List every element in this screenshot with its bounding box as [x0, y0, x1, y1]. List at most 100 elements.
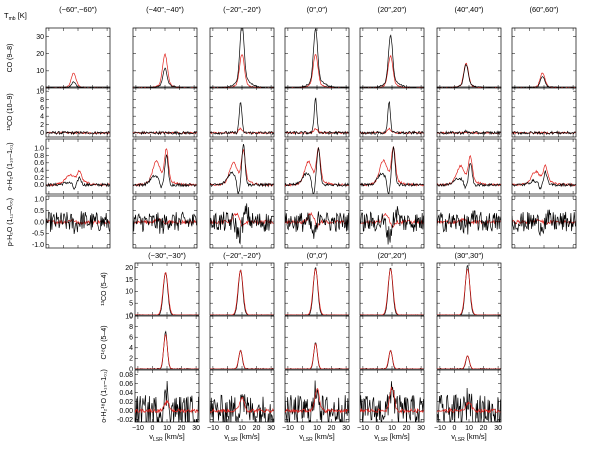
- series-red: [210, 269, 274, 315]
- series-black: [360, 100, 424, 136]
- panel-oh2o-6-frame: [511, 138, 577, 195]
- series-red: [135, 334, 199, 369]
- series-black: [285, 147, 349, 194]
- series-black: [285, 97, 349, 136]
- corner-label: Tmb [K]: [4, 11, 27, 22]
- series-black: [210, 143, 274, 194]
- series-black: [210, 203, 274, 245]
- series-red: [210, 396, 274, 414]
- x-tick-label: 20: [253, 425, 261, 432]
- series-red: [360, 386, 424, 414]
- column-title: (−40″,−40″): [146, 5, 184, 14]
- panel-ph2o-2: [209, 195, 275, 249]
- series-black: [285, 380, 349, 422]
- panel-co98-4-frame: [359, 27, 425, 89]
- x-tick-label: 0: [301, 425, 305, 432]
- panel-oh218o-3: [359, 369, 425, 423]
- panel-grid: (−60″,−60″) (−40″,−40″) (−20″,−20″) (0″,0″)…: [7, 5, 577, 443]
- series-black: [285, 211, 349, 239]
- panel-c18o54-0: 0 2 4 6 8 10: [125, 313, 200, 373]
- column-title: (20″,20″): [377, 251, 407, 260]
- y-tick-label: -1.0: [32, 242, 44, 249]
- x-tick-label: 0: [453, 425, 457, 432]
- panel-13co54-1-frame: [209, 262, 275, 316]
- panel-13co54-4: [436, 262, 502, 316]
- series-black: [135, 330, 199, 369]
- x-tick-label: 30: [417, 425, 425, 432]
- column-title: (−20″,−20″): [223, 5, 261, 14]
- panel-oh218o-3-frame: [359, 369, 425, 423]
- panel-oh2o-1: [132, 138, 198, 195]
- series-red: [285, 128, 349, 135]
- series-red: [210, 54, 274, 88]
- series-black: [210, 102, 274, 136]
- panel-oh2o-0: 0.00.20.40.60.81.0: [34, 138, 111, 195]
- column-title: (0″,0″): [307, 5, 328, 14]
- panel-co98-2: [209, 27, 275, 89]
- y-tick-label: 6: [129, 335, 133, 342]
- x-tick-label: 10: [313, 425, 321, 432]
- series-black: [512, 76, 576, 88]
- series-red: [360, 350, 424, 369]
- row-ylabel: o-H₂O (1₁₀–1₀₁): [7, 142, 14, 190]
- series-black: [512, 130, 576, 136]
- panel-13co109-6: [511, 86, 577, 138]
- series-red: [285, 268, 349, 315]
- x-tick-label: −10: [282, 425, 294, 432]
- x-tick-label: 10: [238, 425, 246, 432]
- panel-c18o54-3: [359, 315, 425, 370]
- series-black: [134, 67, 197, 88]
- panel-13co54-2-frame: [284, 262, 350, 316]
- y-tick-label: 6: [40, 105, 44, 112]
- x-tick-label: 0: [151, 425, 155, 432]
- column-title: (0″,0″): [307, 251, 328, 260]
- column-title: (−20″,−20″): [223, 251, 261, 260]
- y-tick-label: 0.00: [119, 408, 133, 415]
- x-tick-label: 20: [403, 425, 411, 432]
- series-red: [210, 350, 274, 369]
- series-black: [133, 154, 197, 189]
- x-tick-label: −10: [132, 425, 144, 432]
- x-tick-label: 30: [267, 425, 275, 432]
- series-black: [437, 162, 501, 190]
- x-tick-label: 0: [226, 425, 230, 432]
- panel-13co54-2: [284, 262, 350, 316]
- x-tick-label: −10: [357, 425, 369, 432]
- series-red: [135, 272, 199, 315]
- column-title: (40″,40″): [454, 5, 484, 14]
- y-tick-label: 20: [125, 265, 133, 272]
- y-tick-label: -0.02: [117, 417, 133, 424]
- x-axis-label: vLSR [km/s]: [224, 432, 260, 443]
- x-tick-label: −10: [434, 425, 446, 432]
- y-tick-label: 0.0: [34, 182, 44, 189]
- series-red: [360, 268, 424, 315]
- series-black: [210, 394, 274, 422]
- y-tick-label: 30: [36, 34, 44, 41]
- series-red: [46, 219, 110, 226]
- panel-13co109-5: [436, 86, 502, 138]
- panel-oh2o-5: [436, 138, 502, 195]
- y-tick-label: 0.8: [34, 153, 44, 160]
- y-tick-label: 0.6: [34, 160, 44, 167]
- series-black: [210, 28, 274, 88]
- series-black: [46, 176, 110, 191]
- x-tick-label: 30: [192, 425, 200, 432]
- y-tick-label: 5: [129, 300, 133, 307]
- panel-ph2o-4: [359, 195, 425, 249]
- x-tick-label: 0: [376, 425, 380, 432]
- column-title: (20″,20″): [377, 5, 407, 14]
- panel-co98-2-frame: [209, 27, 275, 89]
- y-tick-label: 20: [36, 51, 44, 58]
- y-tick-label: 15: [125, 277, 133, 284]
- series-black: [360, 146, 424, 194]
- series-red: [285, 388, 349, 414]
- panel-13co109-2: [209, 86, 275, 138]
- y-tick-label: 1.0: [34, 145, 44, 152]
- panel-13co54-1: [209, 262, 275, 316]
- y-tick-label: 2: [40, 122, 44, 129]
- x-tick-label: 30: [494, 425, 502, 432]
- panel-13co54-0: 0 5 10 15 20: [125, 262, 200, 319]
- x-tick-label: 30: [342, 425, 350, 432]
